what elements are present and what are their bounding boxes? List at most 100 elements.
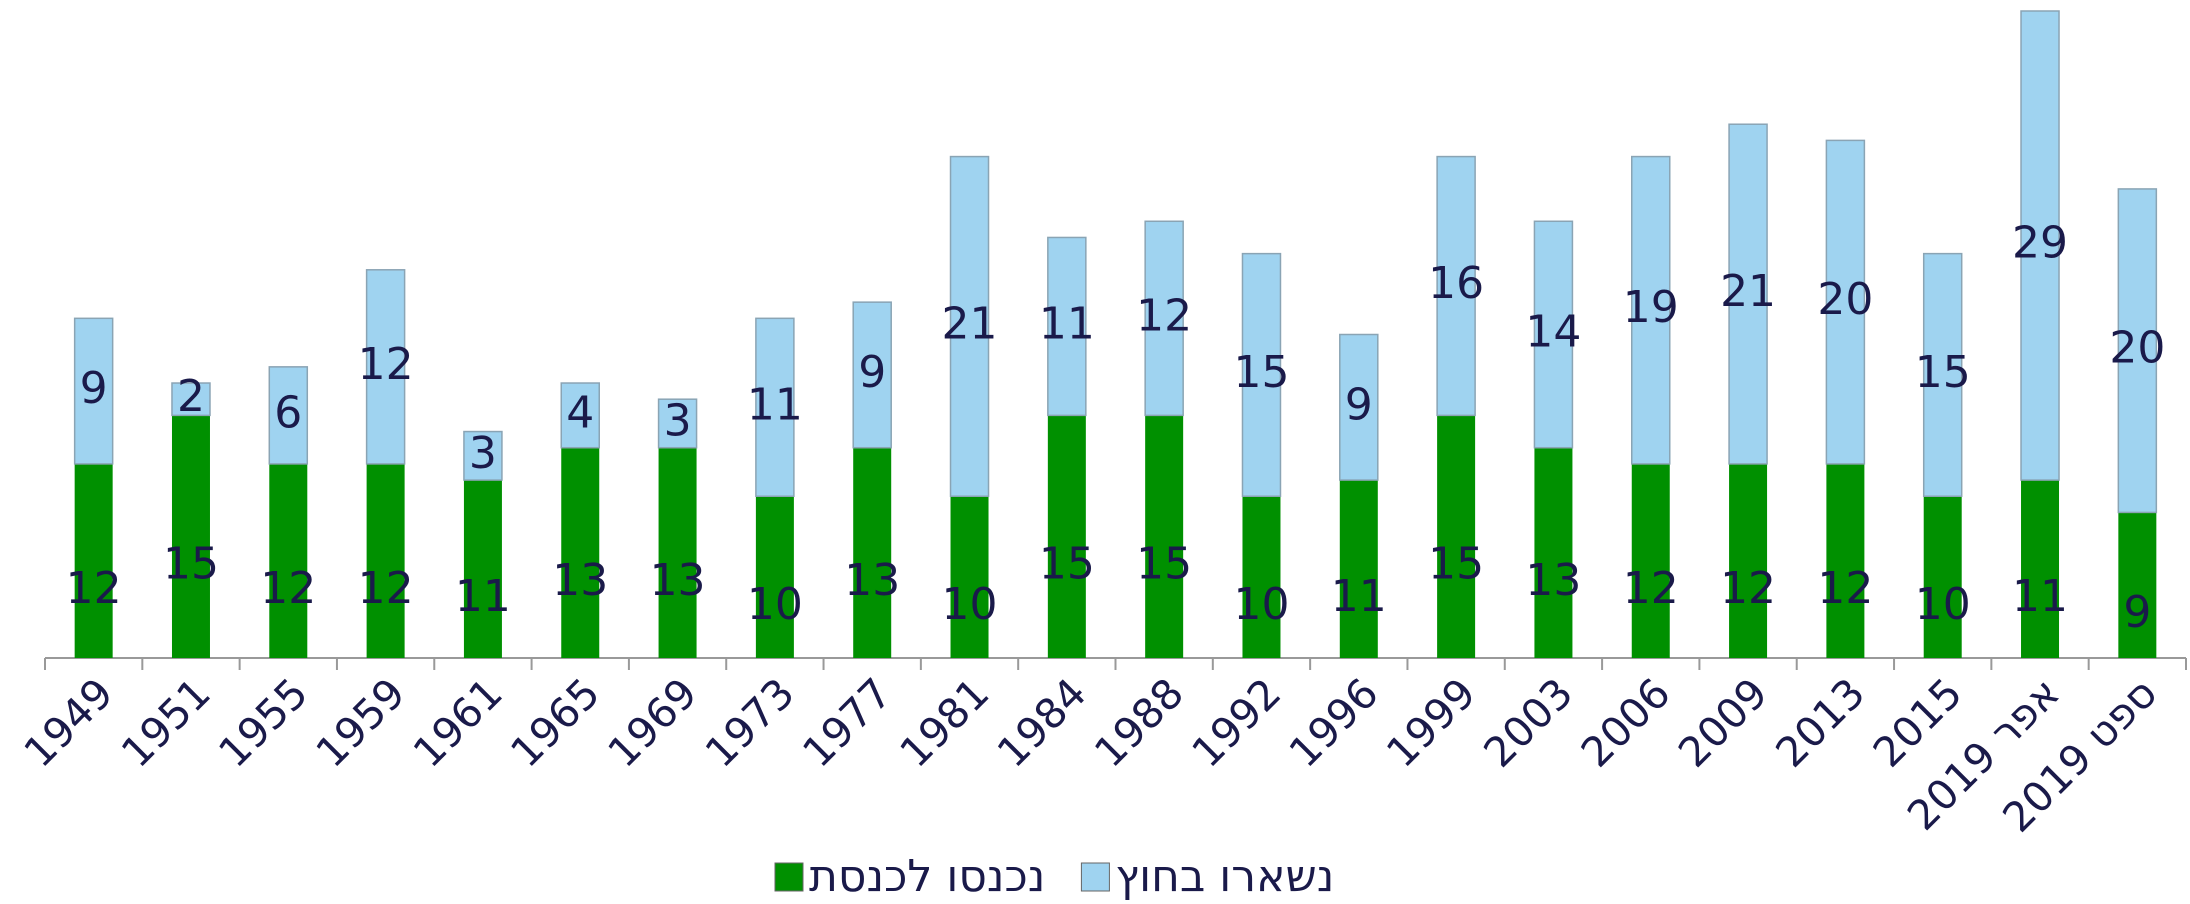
bar-segment	[852, 301, 892, 449]
data-label: 10	[1233, 579, 1289, 630]
data-label: 11	[2012, 571, 2068, 622]
x-tick-label: 2013	[1767, 669, 1875, 777]
data-label: 10	[747, 579, 803, 630]
bar-segment	[268, 366, 309, 465]
data-label: 13	[844, 555, 900, 606]
data-label: 10	[1915, 579, 1971, 630]
x-tick-label: 1984	[988, 669, 1096, 777]
x-tick-label: 1951	[112, 669, 220, 777]
legend-swatch	[774, 862, 804, 892]
x-tick-label: 1959	[307, 669, 415, 777]
bar-segment	[2118, 512, 2157, 658]
bar-segment	[1145, 415, 1184, 658]
x-tick-label: 1981	[891, 669, 999, 777]
data-label: 20	[1817, 274, 1873, 325]
bar-segment	[2020, 10, 2060, 481]
data-label: 3	[469, 428, 497, 479]
bar-segment	[1825, 139, 1866, 465]
data-label: 12	[358, 339, 414, 390]
data-label: 11	[455, 571, 511, 622]
legend-label: נכנסו לכנסת	[809, 851, 1045, 902]
bar-segment	[1728, 123, 1768, 465]
bar-segment	[366, 463, 405, 658]
data-label: 21	[1720, 266, 1776, 317]
bar-segment	[1339, 480, 1378, 658]
bar-segment	[365, 269, 406, 465]
data-label: 12	[1136, 290, 1192, 341]
data-label: 20	[2109, 323, 2165, 374]
data-label: 15	[1136, 539, 1192, 590]
bar-segment	[950, 496, 989, 658]
data-label: 12	[358, 563, 414, 614]
data-label: 12	[1623, 563, 1679, 614]
x-tick-label: 2009	[1669, 669, 1777, 777]
bar-segment	[755, 317, 795, 498]
bar-segment	[1242, 496, 1281, 658]
bar-segment	[1241, 252, 1282, 497]
x-tick-label: 1996	[1280, 669, 1388, 777]
data-label: 13	[1525, 555, 1581, 606]
bar-segment	[1144, 220, 1184, 417]
data-label: 15	[1039, 539, 1095, 590]
bar-segment	[755, 496, 794, 658]
x-tick-label: 1961	[404, 669, 512, 777]
x-tick-label: 1949	[15, 669, 123, 777]
bar-segment	[2021, 480, 2060, 658]
x-tick-label: 1999	[1377, 669, 1485, 777]
legend-swatch	[1080, 862, 1110, 892]
bar-segment	[1436, 155, 1476, 417]
bar-segment	[853, 447, 892, 658]
data-label: 12	[1817, 563, 1873, 614]
data-label: 11	[747, 379, 803, 430]
data-label: 12	[1720, 563, 1776, 614]
data-label: 16	[1428, 258, 1484, 309]
data-label: 15	[1915, 347, 1971, 398]
bar-segment	[1729, 463, 1768, 658]
bar-segment	[1922, 252, 1963, 497]
data-label: 9	[858, 347, 886, 398]
x-tick-label: 1955	[209, 669, 317, 777]
data-label: 21	[942, 298, 998, 349]
bar-segment	[2117, 188, 2158, 514]
bar-segment	[1923, 496, 1962, 658]
x-tick-label: 1965	[501, 669, 609, 777]
bar-segment	[658, 447, 697, 658]
data-label: 15	[1233, 347, 1289, 398]
x-tick-label: 1969	[599, 669, 707, 777]
data-label: 13	[552, 555, 608, 606]
data-label: 10	[942, 579, 998, 630]
bar-segment	[1826, 463, 1865, 658]
legend-label: נשארו בחוץ	[1115, 851, 1334, 902]
bar-segment	[1047, 236, 1087, 417]
bar-segment	[1047, 415, 1086, 658]
bar-segment	[171, 382, 211, 417]
bar-segment	[1339, 333, 1379, 481]
bar-segment	[561, 447, 600, 658]
bar-segment	[1534, 447, 1573, 658]
bar-segment	[463, 480, 502, 658]
bar-segment	[74, 463, 113, 658]
data-label: 11	[1039, 298, 1095, 349]
data-label: 6	[274, 387, 302, 438]
x-tick-label: 1992	[1183, 669, 1291, 777]
bar-segment	[949, 155, 990, 497]
x-tick-label: 2003	[1475, 669, 1583, 777]
data-label: 19	[1623, 282, 1679, 333]
data-label: 14	[1525, 307, 1581, 358]
x-tick-label: 2006	[1572, 669, 1680, 777]
bar-segment	[171, 415, 210, 658]
bar-segment	[1437, 415, 1476, 658]
data-label: 13	[650, 555, 706, 606]
x-tick-label: 1977	[793, 669, 901, 777]
data-label: 9	[80, 363, 108, 414]
data-label: 3	[664, 395, 692, 446]
data-label: 15	[163, 539, 219, 590]
data-label: 4	[566, 387, 594, 438]
data-label: 2	[177, 371, 205, 422]
x-tick-label: 1973	[696, 669, 804, 777]
bar-segment	[1533, 220, 1574, 449]
bar-segment	[560, 382, 600, 449]
bar-segment	[1631, 463, 1670, 658]
data-label: 12	[260, 563, 316, 614]
